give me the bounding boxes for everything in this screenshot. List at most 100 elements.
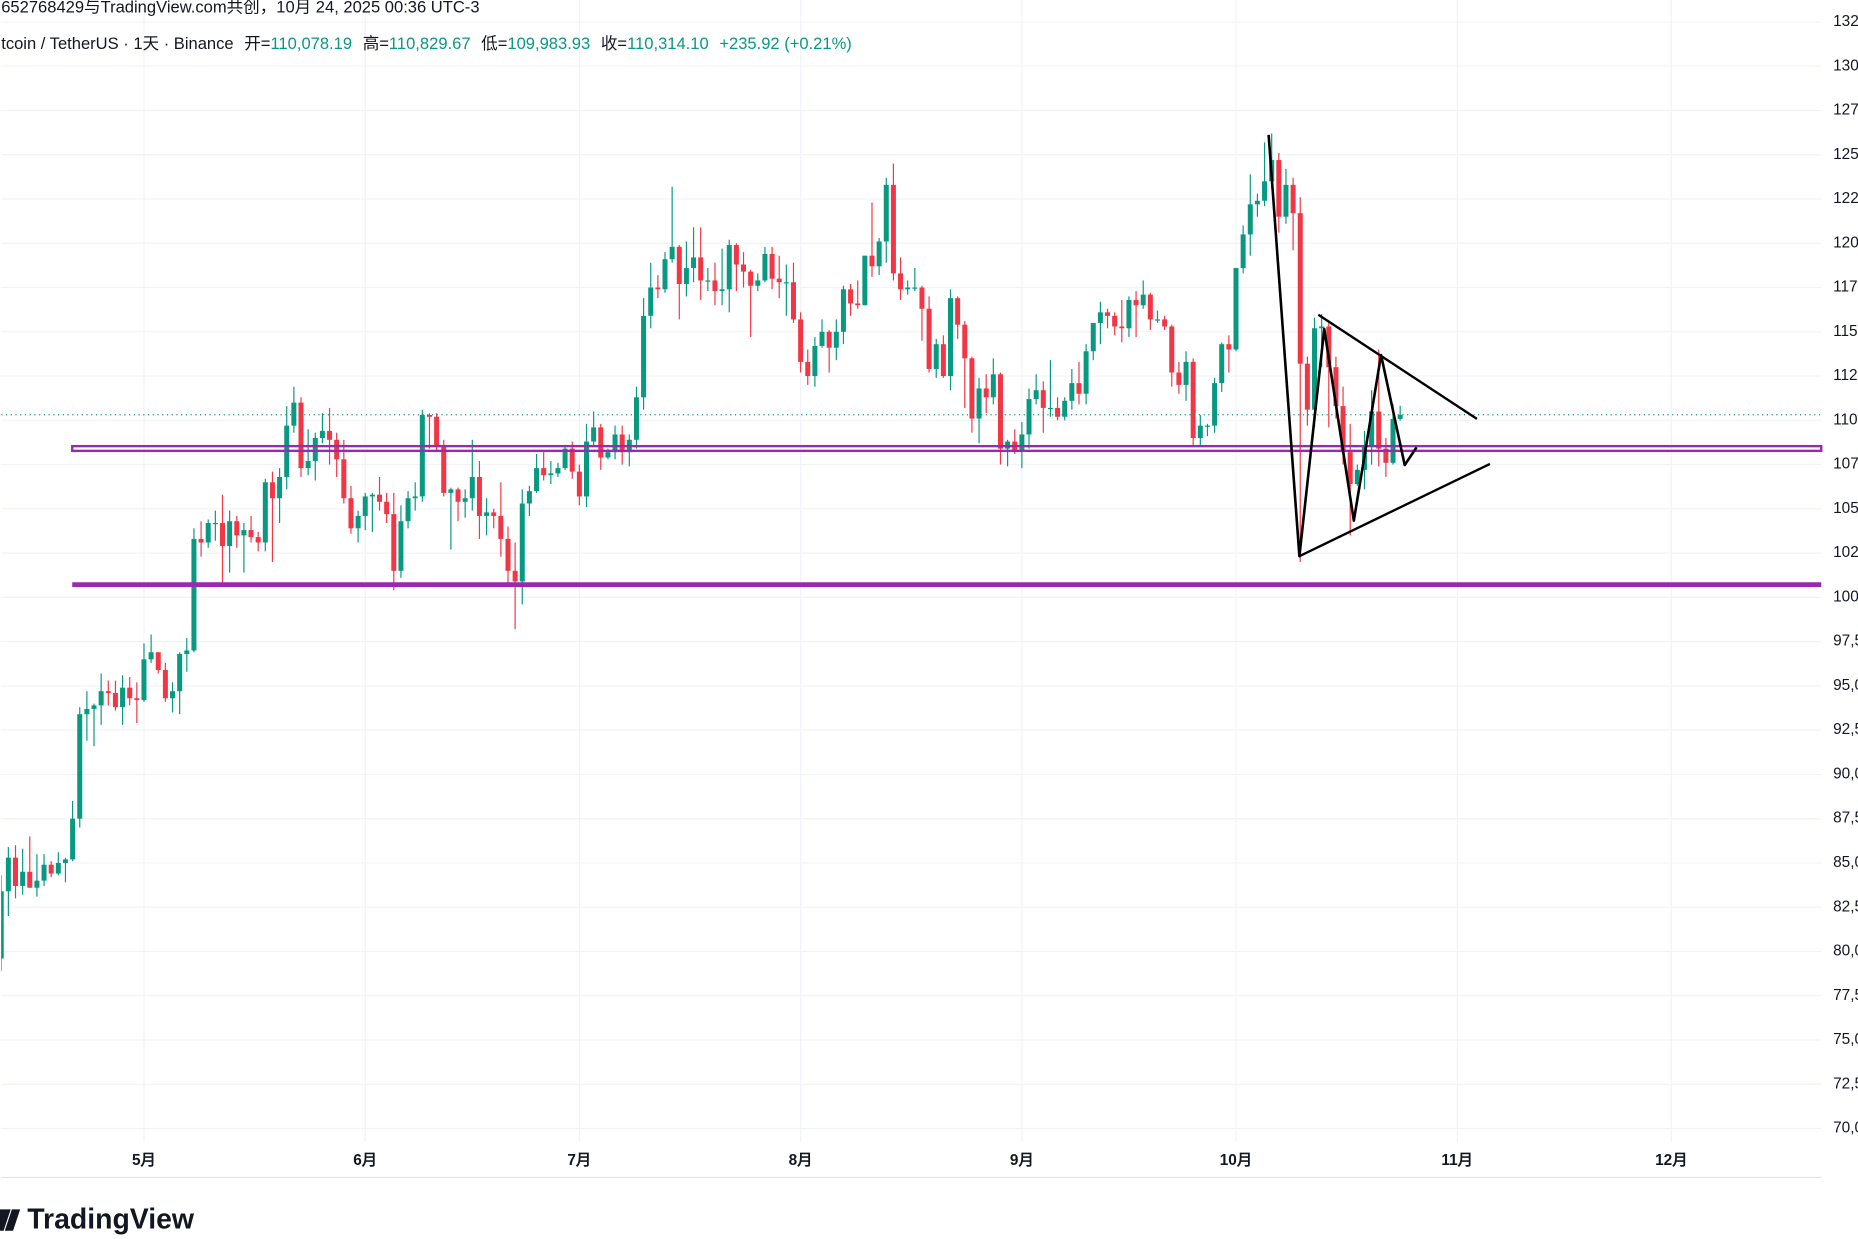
- candle-body: [462, 498, 468, 502]
- y-tick-label: 77,500: [1833, 987, 1858, 1004]
- candle-body: [519, 503, 525, 582]
- candle-body: [691, 257, 697, 269]
- y-tick-label: 85,000: [1833, 854, 1858, 871]
- candle-body: [534, 468, 540, 492]
- x-tick-label: 8月: [789, 1151, 813, 1169]
- logo-icon: [0, 1209, 21, 1231]
- symbol: tcoin / TetherUS · 1天 · Binance: [1, 34, 233, 53]
- candle-body: [1390, 418, 1396, 463]
- candle-body: [1376, 411, 1382, 449]
- candle-body: [826, 331, 832, 348]
- y-tick-label: 117,500: [1833, 279, 1858, 296]
- candle-body: [1176, 372, 1182, 385]
- y-tick-label: 82,500: [1833, 898, 1858, 915]
- candle-body: [990, 374, 996, 398]
- ohlc-label: 收=: [601, 34, 627, 53]
- candle-body: [748, 271, 754, 286]
- candle-body: [855, 303, 861, 306]
- candle-body: [134, 698, 140, 701]
- candle-body: [70, 818, 76, 860]
- y-tick-label: 72,500: [1833, 1075, 1858, 1092]
- candle-body: [1347, 452, 1353, 485]
- candle-body: [377, 494, 383, 502]
- attribution: 652768429与TradingView.com共创，10月 24, 2025…: [1, 0, 479, 17]
- candle-body: [170, 691, 176, 699]
- y-tick-label: 130,000: [1833, 57, 1858, 74]
- candle-body: [298, 402, 304, 469]
- candle-body: [698, 257, 704, 281]
- candle-body: [1219, 344, 1225, 384]
- candle-body: [319, 430, 325, 439]
- candle-body: [362, 496, 368, 516]
- candle-body: [162, 669, 168, 699]
- candle-body: [476, 476, 482, 516]
- candle-body: [405, 498, 411, 522]
- y-tick-label: 105,000: [1833, 500, 1858, 517]
- candle-body: [1090, 322, 1096, 352]
- candle-body: [833, 331, 839, 348]
- x-tick-label: 10月: [1220, 1151, 1252, 1169]
- candle-body: [205, 523, 211, 543]
- y-tick-label: 122,500: [1833, 190, 1858, 207]
- candle-body: [840, 289, 846, 332]
- candle-body: [412, 496, 418, 499]
- candle-body: [1262, 181, 1268, 201]
- candle-body: [484, 512, 490, 516]
- candle-body: [962, 324, 968, 359]
- y-tick-label: 87,500: [1833, 810, 1858, 827]
- candle-body: [1326, 326, 1332, 368]
- candle-body: [419, 415, 425, 497]
- candle-body: [355, 515, 361, 529]
- candle-body: [605, 452, 611, 458]
- y-tick-label: 110,000: [1833, 411, 1858, 428]
- candle-body: [783, 282, 789, 284]
- candle-body: [733, 245, 739, 265]
- candle-body: [676, 246, 682, 284]
- x-tick-label: 11月: [1441, 1151, 1473, 1169]
- ohlc-value: 110,829.67: [389, 34, 471, 53]
- candle-body: [248, 530, 254, 538]
- ohlc-label: 低=: [481, 34, 507, 53]
- candle-body: [1204, 425, 1210, 427]
- candle-body: [1297, 213, 1303, 364]
- candle-body: [655, 287, 661, 290]
- candle-body: [905, 287, 911, 290]
- candle-body: [997, 374, 1003, 449]
- candle-body: [1340, 406, 1346, 453]
- candle-body: [619, 434, 625, 453]
- candle-body: [1083, 351, 1089, 394]
- y-tick-label: 70,000: [1833, 1120, 1858, 1137]
- candle-body: [583, 441, 589, 497]
- candle-body: [91, 705, 97, 709]
- x-tick-label: 6月: [353, 1151, 377, 1169]
- candle-body: [384, 501, 390, 515]
- candles: [1, 133, 1822, 971]
- candle-body: [1226, 344, 1232, 350]
- candle-body: [1240, 234, 1246, 269]
- candle-body: [1233, 268, 1239, 350]
- triangle-lower: [1298, 462, 1491, 558]
- candle-body: [369, 494, 375, 497]
- candle-body: [1383, 448, 1389, 463]
- axes: 70,000 72,500 75,000 77,500 80,000 82,500 85,0…: [1, 13, 1858, 1179]
- candle-body: [969, 358, 975, 419]
- candle-body: [426, 415, 432, 417]
- candle-body: [277, 476, 283, 499]
- candle-body: [648, 287, 654, 316]
- candle-body: [191, 538, 197, 651]
- candle-body: [1133, 299, 1139, 306]
- candle-body: [541, 468, 547, 476]
- candle-body: [512, 570, 518, 582]
- x-tick-label: 9月: [1010, 1151, 1034, 1169]
- candle-body: [105, 691, 111, 693]
- candle-body: [591, 427, 597, 442]
- candle-body: [812, 345, 818, 377]
- candle-body: [912, 287, 918, 289]
- candle-body: [555, 468, 561, 474]
- drawings: [71, 134, 1823, 587]
- candle-body: [1333, 367, 1339, 407]
- candle-body: [762, 253, 768, 281]
- y-tick-label: 97,500: [1833, 633, 1858, 650]
- resistance-band: [71, 444, 1823, 453]
- candle-body: [933, 344, 939, 369]
